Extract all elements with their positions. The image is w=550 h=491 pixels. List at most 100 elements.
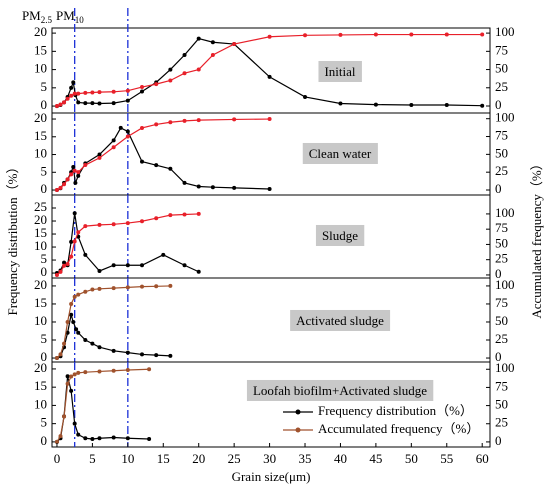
y2-tick-label: 25 [495,331,508,346]
x-tick-label: 60 [476,451,489,466]
data-point [76,100,81,105]
data-point [111,286,116,291]
data-point [267,34,272,39]
y-tick-label: 15 [34,128,47,143]
data-point [196,211,201,216]
data-point [90,101,95,106]
y-tick-label: 20 [34,212,47,227]
data-point [65,330,70,335]
data-point [125,367,130,372]
data-point [69,312,74,317]
data-point [210,185,215,190]
data-point [69,85,74,90]
y2-tick-label: 50 [495,235,508,250]
data-point [168,213,173,218]
y2-tick-label: 0 [495,181,502,196]
data-point [480,32,485,37]
series-line [56,314,171,359]
y-tick-label: 10 [34,61,47,76]
y-tick-label: 5 [41,415,48,430]
data-point [161,252,166,257]
y-tick-label: 20 [34,360,47,375]
data-point [147,367,152,372]
data-point [338,101,343,106]
data-point [90,287,95,292]
data-point [154,163,159,168]
panel-title: Initial [324,64,355,79]
y2-tick-label: 75 [495,128,508,143]
data-point [168,166,173,171]
data-point [232,185,237,190]
data-point [111,89,116,94]
data-point [62,260,67,265]
y2-tick-label: 0 [495,266,502,281]
data-point [71,319,76,324]
data-point [168,353,173,358]
data-point [140,85,145,90]
series-line [56,376,150,443]
data-point [303,33,308,38]
data-point [140,89,145,94]
x-tick-label: 10 [121,451,134,466]
data-point [72,372,77,377]
data-point [71,80,76,85]
panel-title: Clean water [309,146,372,161]
y2-tick-label: 0 [495,433,502,448]
data-point [58,352,63,357]
panel-frame [51,361,491,448]
y-tick-label: 0 [41,349,48,364]
y-tick-label: 10 [34,396,47,411]
data-point [125,98,130,103]
data-point [83,163,88,168]
y2-tick-label: 25 [495,251,508,266]
data-point [58,269,63,274]
y-tick-label: 5 [41,163,48,178]
data-point [71,164,76,169]
data-point [125,221,130,226]
data-point [196,67,201,72]
data-point [196,36,201,41]
data-point [182,212,187,217]
x-tick-label: 45 [369,451,382,466]
data-point [409,32,414,37]
y2-tick-label: 25 [495,415,508,430]
data-point [140,263,145,268]
data-point [409,102,414,107]
data-point [373,102,378,107]
y2-tick-label: 100 [495,277,515,292]
data-point [168,283,173,288]
data-point [196,118,201,123]
data-point [111,348,116,353]
data-point [65,261,70,266]
data-point [76,173,81,178]
data-point [83,90,88,95]
pm-sub: 2.5 [41,15,53,25]
data-point [76,230,81,235]
x-tick-label: 55 [440,451,453,466]
data-point [65,177,70,182]
data-point [62,100,67,105]
data-point [62,263,67,268]
data-point [69,93,74,98]
y-tick-label: 20 [34,277,47,292]
y2-tick-label: 100 [495,110,515,125]
data-point [232,117,237,122]
data-point [147,436,152,441]
y-axis-label: Frequency distribution（%） [5,161,20,316]
data-point [111,435,116,440]
data-point [267,117,272,122]
data-point [83,289,88,294]
y-tick-label: 20 [34,110,47,125]
data-point [76,292,81,297]
data-point [97,222,102,227]
y-tick-label: 0 [41,97,48,112]
y-tick-label: 10 [34,238,47,253]
data-point [72,91,77,96]
y-tick-label: 25 [34,199,47,214]
data-point [72,421,77,426]
data-point [168,67,173,72]
data-point [125,134,130,139]
data-point [338,32,343,37]
x-tick-label: 15 [157,451,170,466]
